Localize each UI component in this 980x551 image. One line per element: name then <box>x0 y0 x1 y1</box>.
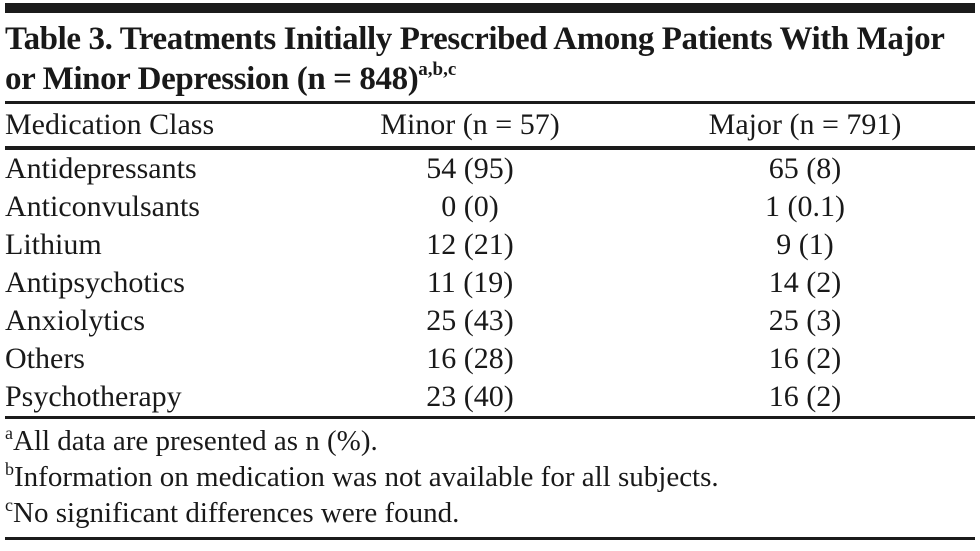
table-row: Lithium 12 (21) 9 (1) <box>5 226 975 264</box>
paper-table-page: Table 3. Treatments Initially Prescribed… <box>0 3 980 540</box>
table-row: Others 16 (28) 16 (2) <box>5 340 975 378</box>
table-header: Medication Class Minor (n = 57) Major (n… <box>5 104 975 146</box>
cell-minor-value: 23 (40) <box>426 380 514 413</box>
table-title-text: Table 3. Treatments Initially Prescribed… <box>5 21 944 97</box>
cell-minor-value: 25 (43) <box>426 304 514 337</box>
footnote-b-marker: b <box>5 459 14 479</box>
table-row: Antipsychotics 11 (19) 14 (2) <box>5 264 975 302</box>
rule-below-header <box>5 146 975 150</box>
cell-medication-class: Anxiolytics <box>5 304 145 337</box>
rule-below-title <box>5 101 975 104</box>
column-header-major: Major (n = 791) <box>708 108 902 141</box>
cell-minor-value: 0 (0) <box>441 190 499 223</box>
cell-minor-value: 54 (95) <box>426 152 514 185</box>
table-title: Table 3. Treatments Initially Prescribed… <box>5 19 957 99</box>
cell-major-value: 14 (2) <box>768 266 842 299</box>
table-title-superscript: a,b,c <box>418 59 457 80</box>
column-header-minor: Minor (n = 57) <box>380 108 560 141</box>
cell-minor-value: 12 (21) <box>426 228 514 261</box>
cell-major-value: 16 (2) <box>768 342 842 375</box>
treatments-table-body: Antidepressants 54 (95) 65 (8) Anticonvu… <box>5 150 975 416</box>
table-row: Anxiolytics 25 (43) 25 (3) <box>5 302 975 340</box>
treatments-table: Medication Class Minor (n = 57) Major (n… <box>5 104 975 146</box>
cell-medication-class: Antipsychotics <box>5 266 185 299</box>
cell-medication-class: Others <box>5 342 85 375</box>
cell-medication-class: Psychotherapy <box>5 380 182 413</box>
cell-medication-class: Antidepressants <box>5 152 197 185</box>
table-row: Psychotherapy 23 (40) 16 (2) <box>5 378 975 416</box>
footnote-a: aAll data are presented as n (%). <box>5 423 975 459</box>
footnote-c-text: No significant differences were found. <box>13 497 460 529</box>
footnote-a-text: All data are presented as n (%). <box>13 425 378 457</box>
footnotes: aAll data are presented as n (%). bInfor… <box>5 419 975 537</box>
rule-below-body <box>5 416 975 419</box>
column-header-medication-class: Medication Class <box>5 108 215 141</box>
cell-major-value: 16 (2) <box>768 380 842 413</box>
cell-minor-value: 16 (28) <box>426 342 514 375</box>
table-row: Anticonvulsants 0 (0) 1 (0.1) <box>5 188 975 226</box>
footnote-a-marker: a <box>5 423 13 443</box>
cell-major-value: 65 (8) <box>768 152 842 185</box>
footnote-b-text: Information on medication was not availa… <box>14 461 719 493</box>
header-row: Medication Class Minor (n = 57) Major (n… <box>5 104 975 146</box>
footnote-b: bInformation on medication was not avail… <box>5 459 975 495</box>
bottom-rule <box>5 537 975 540</box>
footnote-c-marker: c <box>5 495 13 515</box>
cell-major-value: 9 (1) <box>776 228 834 261</box>
top-heavy-rule <box>5 3 975 13</box>
cell-major-value: 25 (3) <box>768 304 842 337</box>
footnote-c: cNo significant differences were found. <box>5 495 975 531</box>
table-row: Antidepressants 54 (95) 65 (8) <box>5 150 975 188</box>
cell-medication-class: Anticonvulsants <box>5 190 200 223</box>
cell-minor-value: 11 (19) <box>426 266 514 299</box>
cell-medication-class: Lithium <box>5 228 102 261</box>
cell-major-value: 1 (0.1) <box>765 190 845 223</box>
